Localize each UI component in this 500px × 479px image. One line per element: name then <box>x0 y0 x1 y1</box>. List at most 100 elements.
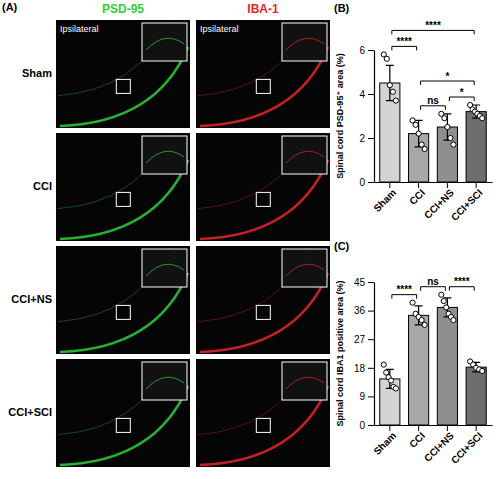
inset <box>282 23 327 61</box>
y-tick-label: 9 <box>359 391 365 402</box>
image-background <box>56 246 190 354</box>
data-point <box>422 322 427 327</box>
x-tick: Sham <box>371 182 398 214</box>
y-tick-label: 45 <box>354 277 366 288</box>
significance-label: **** <box>425 20 441 31</box>
data-point <box>444 305 449 310</box>
inset-texture <box>146 377 184 389</box>
data-point <box>393 98 398 103</box>
region-box <box>256 418 270 432</box>
y-tick-label: 4 <box>359 89 365 100</box>
y-tick-mark <box>368 50 374 51</box>
inset-texture <box>286 151 324 163</box>
row-label: CCI <box>33 180 52 192</box>
data-point <box>448 135 453 140</box>
x-tick: CCI <box>407 182 427 207</box>
region-box <box>256 79 270 93</box>
y-tick: 0 <box>359 420 374 431</box>
x-axis-line <box>375 425 493 426</box>
y-tick-mark <box>368 396 374 397</box>
y-tick: 4 <box>359 89 374 100</box>
y-tick-label: 0 <box>359 420 365 431</box>
x-axis: ShamCCICCI+NSCCI+SCI <box>371 425 492 466</box>
micrograph <box>196 133 330 241</box>
y-axis-title: Spinal cord IBA1 positive area (%) <box>335 280 345 426</box>
significance-bracket <box>449 287 474 291</box>
inset <box>142 362 187 400</box>
y-tick-mark <box>368 425 374 426</box>
inset-label: Ipsilateral <box>200 24 239 34</box>
inset-texture <box>286 377 324 389</box>
x-tick: CCI+SCI <box>449 425 485 466</box>
row-label: Sham <box>22 67 52 79</box>
x-tick-label: CCI+SCI <box>449 187 485 223</box>
inset-texture <box>146 38 184 50</box>
significance-bracket <box>392 46 417 50</box>
y-axis-line <box>374 283 375 426</box>
micrograph: Ipsilateral <box>56 20 190 128</box>
bar <box>437 307 457 425</box>
inset <box>142 249 187 287</box>
y-tick-label: 0 <box>359 177 365 188</box>
x-tick-label: CCI <box>407 187 427 207</box>
region-box <box>116 418 130 432</box>
data-point <box>416 131 421 136</box>
figure: (A)PSD-95IBA-1ShamIpsilateralIpsilateral… <box>0 0 500 479</box>
marks <box>380 52 486 182</box>
x-tick-label: CCI+SCI <box>449 430 485 466</box>
x-axis-line <box>375 182 493 183</box>
data-point <box>419 318 424 323</box>
inset <box>142 23 187 61</box>
y-tick-label: 27 <box>354 334 366 345</box>
panel-letter: (A) <box>2 1 18 13</box>
image-background <box>196 133 330 241</box>
y-tick: 27 <box>354 334 374 345</box>
y-axis: 0 2 4 6 <box>359 45 374 188</box>
significance-label: ns <box>427 95 439 106</box>
significance-bracket <box>421 287 446 291</box>
inset-texture <box>146 151 184 163</box>
y-tick-mark <box>368 94 374 95</box>
data-point <box>442 116 447 121</box>
y-tick: 2 <box>359 133 374 144</box>
data-point <box>390 89 395 94</box>
image-background <box>196 20 330 128</box>
panel-letter: (B) <box>334 2 350 14</box>
inset-label: Ipsilateral <box>60 24 99 34</box>
marks <box>380 292 486 425</box>
significance-label: * <box>445 71 449 82</box>
y-tick: 9 <box>359 391 374 402</box>
y-tick-mark <box>368 182 374 183</box>
data-point <box>445 124 450 129</box>
x-axis: ShamCCICCI+NSCCI+SCI <box>371 182 492 223</box>
y-tick-label: 6 <box>359 45 365 56</box>
significance-bracket <box>392 295 417 299</box>
y-tick-label: 2 <box>359 133 365 144</box>
image-background <box>196 246 330 354</box>
image-background <box>56 20 190 128</box>
chart-panel: (B) 0 2 4 6 Spinal cord PSD-95⁺ area (%) Sham C… <box>334 2 493 223</box>
inset-texture <box>286 38 324 50</box>
significance-bracket <box>421 106 446 110</box>
region-box <box>116 192 130 206</box>
data-point <box>388 378 393 383</box>
inset <box>282 362 327 400</box>
data-point <box>480 116 485 121</box>
y-tick-mark <box>368 138 374 139</box>
data-point <box>381 362 386 367</box>
x-tick: CCI <box>407 425 427 450</box>
micrograph <box>56 246 190 354</box>
data-point <box>441 298 446 303</box>
significance-label: **** <box>454 276 470 287</box>
column-header: IBA-1 <box>247 2 279 16</box>
data-point <box>451 142 456 147</box>
x-tick-label: CCI <box>407 430 427 450</box>
bar <box>466 367 486 425</box>
y-tick-mark <box>368 368 374 369</box>
y-axis-title: Spinal cord PSD-95⁺ area (%) <box>335 53 345 178</box>
significance-label: **** <box>396 284 412 295</box>
micrograph <box>56 133 190 241</box>
data-point <box>422 146 427 151</box>
x-tick: CCI+SCI <box>449 182 485 223</box>
row-label: CCI+NS <box>11 293 52 305</box>
